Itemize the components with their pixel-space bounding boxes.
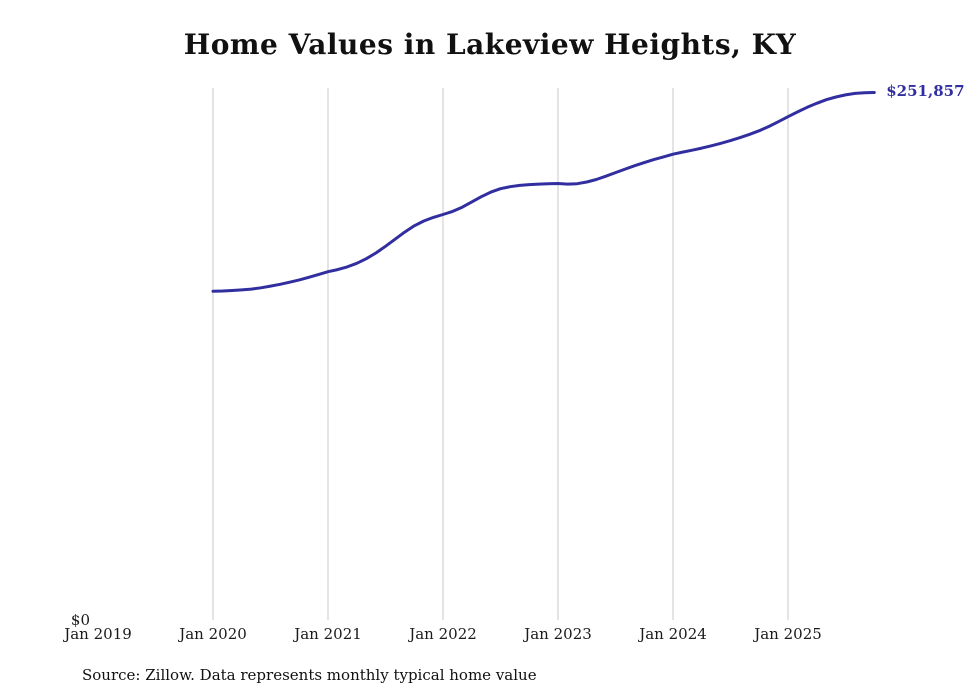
x-tick-label: Jan 2023 — [524, 625, 592, 643]
series-end-value-label: $251,857 — [886, 82, 965, 101]
x-tick-label: Jan 2024 — [639, 625, 707, 643]
y-axis-zero-label: $0 — [70, 611, 90, 629]
x-tick-label: Jan 2021 — [294, 625, 362, 643]
chart-title: Home Values in Lakeview Heights, KY — [183, 28, 797, 61]
x-tick-label: Jan 2020 — [179, 625, 247, 643]
x-tick-label: Jan 2025 — [754, 625, 822, 643]
x-tick-label: Jan 2019 — [64, 625, 132, 643]
x-tick-label: Jan 2022 — [409, 625, 477, 643]
source-note: Source: Zillow. Data represents monthly … — [82, 666, 537, 684]
